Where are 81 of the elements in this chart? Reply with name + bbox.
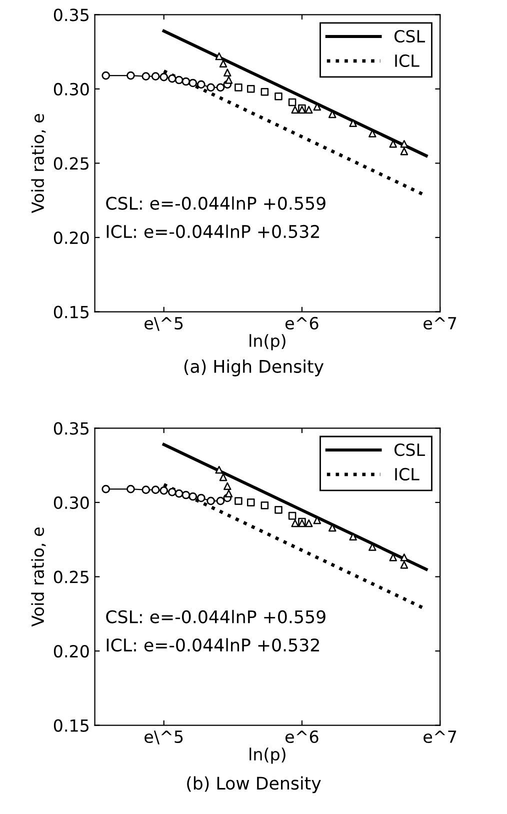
point (219, 473, 228, 482)
point (151, 486, 160, 494)
point (142, 72, 150, 80)
point (215, 52, 223, 60)
point (400, 560, 408, 569)
y-axis-title: Void ratio, e (31, 528, 46, 627)
point (215, 466, 223, 474)
x-tick-label: e\^5 (144, 730, 183, 744)
point (304, 519, 313, 528)
point (234, 84, 242, 92)
point (126, 71, 135, 80)
y-tick-label: 0.15 (54, 306, 88, 318)
legend-label: CSL (394, 30, 425, 43)
point (206, 83, 215, 92)
point (219, 60, 228, 68)
point (224, 76, 233, 84)
text: (a) High Density (184, 360, 324, 376)
point (274, 92, 282, 100)
y-tick-label: 0.30 (54, 82, 89, 96)
point (206, 496, 215, 506)
point (182, 77, 190, 86)
point (196, 80, 206, 89)
x-axis-title: ln(p) (250, 748, 286, 764)
y-tick-label: 0.35 (54, 422, 88, 435)
point (216, 83, 225, 92)
point (389, 140, 397, 148)
point (174, 489, 184, 498)
point (160, 486, 168, 495)
point (246, 85, 255, 93)
x-tick-label: e^6 (285, 316, 318, 330)
y-tick-label: 0.20 (54, 231, 89, 244)
point (400, 147, 408, 156)
point (291, 519, 299, 528)
point (168, 488, 176, 496)
y-axis-title: Void ratio, e (31, 114, 46, 214)
x-tick-label: e^6 (285, 730, 318, 744)
point (188, 78, 198, 88)
point (234, 497, 242, 505)
x-tick-label: e^7 (424, 730, 456, 744)
annotation: CSL: e=-0.044lnP +0.559 (106, 196, 326, 210)
x-tick-label: e\^5 (144, 317, 183, 331)
legend-label: ICL (395, 54, 420, 68)
point (260, 502, 269, 510)
point (196, 494, 206, 502)
point (126, 484, 135, 494)
point (389, 554, 397, 562)
annotation: ICL: e=-0.044lnP +0.532 (106, 224, 319, 238)
point (174, 76, 184, 84)
x-axis-title: ln(p) (250, 334, 286, 350)
point (102, 484, 110, 494)
annotation: CSL: e=-0.044lnP +0.559 (106, 610, 326, 624)
point (291, 106, 299, 114)
point (246, 498, 255, 506)
x-tick-label: e^7 (424, 317, 456, 330)
point (224, 68, 232, 76)
point (168, 74, 176, 83)
annotation: ICL: e=-0.044lnP +0.532 (106, 638, 319, 652)
text: (b) Low Density (187, 776, 321, 794)
point (288, 98, 296, 106)
point (102, 71, 110, 80)
point (304, 106, 313, 114)
legend-label: CSL (394, 443, 425, 456)
point (400, 554, 408, 562)
y-tick-label: 0.30 (54, 496, 89, 510)
point (182, 490, 190, 500)
point (142, 486, 150, 494)
point (288, 512, 296, 520)
point (188, 492, 198, 501)
point (151, 72, 160, 80)
point (160, 72, 168, 82)
point (260, 88, 269, 96)
point (216, 496, 225, 506)
y-tick-label: 0.25 (54, 157, 88, 170)
point (224, 482, 232, 490)
y-tick-label: 0.35 (54, 8, 88, 22)
y-tick-label: 0.25 (54, 570, 88, 584)
point (274, 506, 282, 514)
y-tick-label: 0.20 (54, 644, 89, 658)
legend-label: ICL (395, 468, 420, 481)
point (224, 490, 233, 498)
y-tick-label: 0.15 (54, 719, 88, 732)
